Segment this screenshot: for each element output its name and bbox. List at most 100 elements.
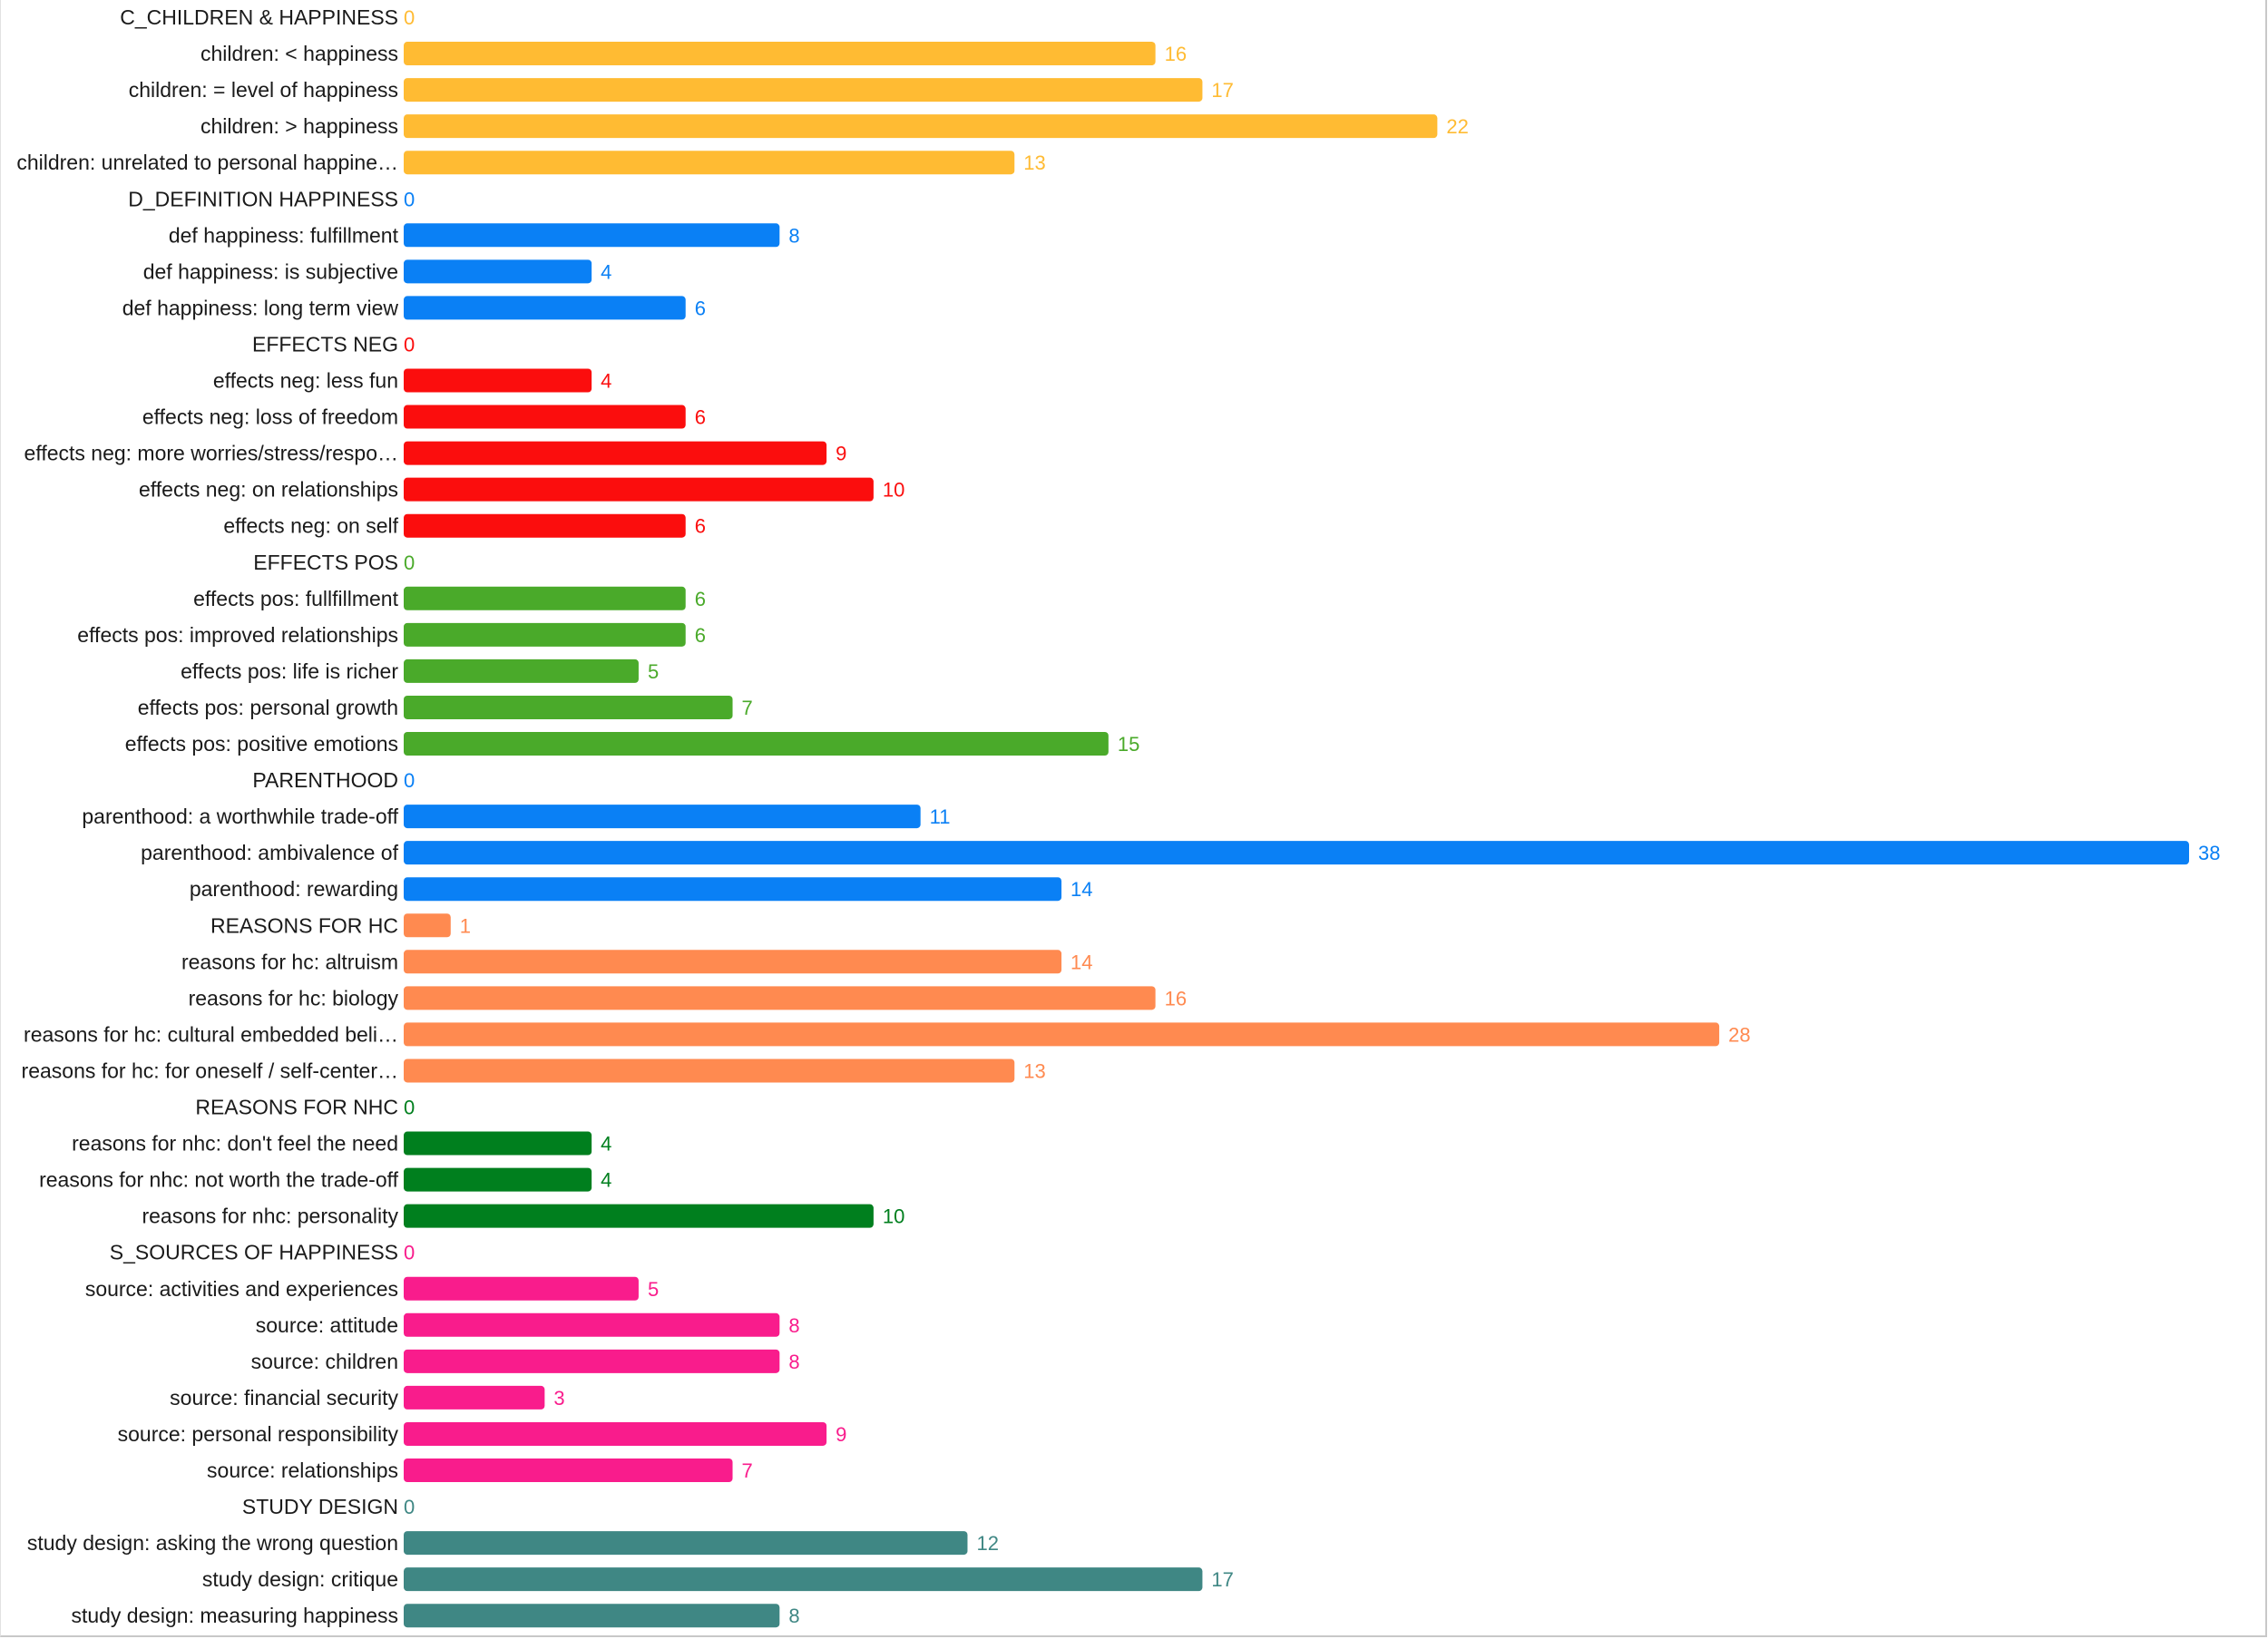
value-label: 13: [1023, 1059, 1045, 1082]
bar[interactable]: [404, 1022, 1720, 1047]
bar[interactable]: [404, 586, 686, 610]
category-label: reasons for nhc: don't feel the need: [72, 1132, 398, 1156]
bar[interactable]: [404, 405, 686, 429]
bar[interactable]: [404, 296, 686, 320]
bar[interactable]: [404, 1421, 827, 1446]
bar[interactable]: [404, 1349, 780, 1373]
value-label: 6: [695, 515, 706, 538]
bar[interactable]: [404, 477, 874, 502]
bar[interactable]: [404, 1385, 545, 1410]
category-label: effects pos: life is richer: [181, 659, 398, 683]
category-label: S_SOURCES OF HAPPINESS: [110, 1241, 398, 1264]
value-label: 5: [648, 660, 659, 683]
value-label: 8: [788, 1314, 799, 1337]
value-label: 3: [553, 1387, 564, 1410]
bar-row-15: EFFECTS POS 0: [253, 551, 415, 574]
value-label: 6: [695, 588, 706, 610]
value-label: 4: [601, 260, 611, 283]
category-label: effects pos: personal growth: [138, 696, 398, 719]
bar-row-16: effects pos: fullfillment 6: [193, 586, 706, 610]
bar-row-39: source: personal responsibility 9: [118, 1421, 846, 1446]
bar[interactable]: [404, 805, 921, 829]
category-label: reasons for hc: for oneself / self-cente…: [22, 1059, 398, 1082]
bar-row-12: effects neg: more worries/stress/respo… 9: [24, 441, 846, 465]
bar[interactable]: [404, 622, 686, 647]
value-label: 0: [404, 1097, 415, 1119]
bar[interactable]: [404, 1459, 733, 1482]
bar[interactable]: [404, 368, 592, 393]
bar[interactable]: [404, 259, 592, 284]
bar-row-42: study design: asking the wrong question 1…: [27, 1531, 999, 1556]
bar[interactable]: [404, 151, 1015, 175]
category-label: study design: asking the wrong question: [27, 1531, 398, 1555]
bar[interactable]: [404, 913, 451, 938]
bar[interactable]: [404, 441, 827, 465]
bar-row-10: effects neg: less fun 4: [213, 368, 611, 393]
category-label: reasons for hc: biology: [189, 986, 399, 1010]
bar[interactable]: [404, 1167, 592, 1192]
bar[interactable]: [404, 1276, 639, 1301]
bar[interactable]: [404, 223, 780, 248]
value-label: 5: [648, 1278, 659, 1301]
bar-row-23: parenthood: ambivalence of 38: [141, 841, 2220, 865]
value-label: 1: [460, 914, 471, 937]
bar-row-40: source: relationships 7: [207, 1459, 753, 1482]
value-label: 0: [404, 769, 415, 792]
value-label: 0: [404, 6, 415, 29]
bar[interactable]: [404, 1059, 1015, 1083]
category-label: def happiness: fulfillment: [169, 223, 399, 247]
value-label: 8: [788, 224, 799, 247]
bar[interactable]: [404, 1312, 780, 1337]
category-label: parenthood: rewarding: [190, 877, 398, 901]
bar-row-31: reasons for nhc: don't feel the need 4: [72, 1131, 611, 1156]
category-label: effects neg: loss of freedom: [142, 405, 398, 429]
bar-row-1: children: < happiness 16: [200, 42, 1187, 66]
bar[interactable]: [404, 877, 1062, 902]
category-label: source: attitude: [256, 1313, 398, 1337]
value-label: 10: [883, 479, 904, 502]
bar-row-27: reasons for hc: biology 16: [189, 986, 1187, 1010]
value-label: 22: [1446, 115, 1468, 138]
bar-row-19: effects pos: personal growth 7: [138, 695, 753, 719]
value-label: 14: [1070, 951, 1092, 973]
bar[interactable]: [404, 513, 686, 538]
bar[interactable]: [404, 114, 1438, 139]
bar-row-18: effects pos: life is richer 5: [181, 659, 659, 683]
category-label: source: relationships: [207, 1459, 398, 1482]
bar-row-7: def happiness: is subjective 4: [143, 259, 611, 284]
category-label: effects neg: on self: [223, 514, 398, 538]
bar[interactable]: [404, 1567, 1203, 1592]
bar-row-33: reasons for nhc: personality 10: [142, 1204, 904, 1228]
bar-row-0: C_CHILDREN & HAPPINESS 0: [120, 5, 415, 29]
bar[interactable]: [404, 695, 733, 719]
category-label: def happiness: long term view: [122, 296, 399, 319]
bar[interactable]: [404, 42, 1156, 66]
bars-layer: C_CHILDREN & HAPPINESS 0 children: < happi…: [16, 5, 2220, 1628]
bar-row-28: reasons for hc: cultural embedded beli… 2…: [24, 1022, 1751, 1047]
bar-row-5: D_DEFINITION HAPPINESS 0: [128, 187, 415, 210]
value-label: 0: [404, 551, 415, 574]
bar[interactable]: [404, 1204, 874, 1228]
bar[interactable]: [404, 732, 1109, 756]
value-label: 10: [883, 1205, 904, 1228]
bar[interactable]: [404, 1531, 968, 1556]
bar[interactable]: [404, 950, 1062, 974]
bar[interactable]: [404, 78, 1203, 102]
category-label: study design: measuring happiness: [71, 1604, 398, 1627]
category-label: reasons for hc: cultural embedded beli…: [24, 1022, 398, 1046]
category-label: source: personal responsibility: [118, 1422, 399, 1446]
category-label: C_CHILDREN & HAPPINESS: [120, 5, 398, 29]
bar[interactable]: [404, 659, 639, 683]
value-label: 8: [788, 1605, 799, 1627]
category-label: REASONS FOR NHC: [195, 1096, 398, 1119]
bar-row-3: children: > happiness 22: [200, 114, 1469, 139]
value-label: 0: [404, 333, 415, 356]
value-label: 6: [695, 406, 706, 429]
bar[interactable]: [404, 1131, 592, 1156]
bar[interactable]: [404, 1604, 780, 1628]
bar[interactable]: [404, 841, 2189, 865]
value-label: 16: [1165, 987, 1187, 1010]
value-label: 6: [695, 297, 706, 319]
bar[interactable]: [404, 986, 1156, 1010]
